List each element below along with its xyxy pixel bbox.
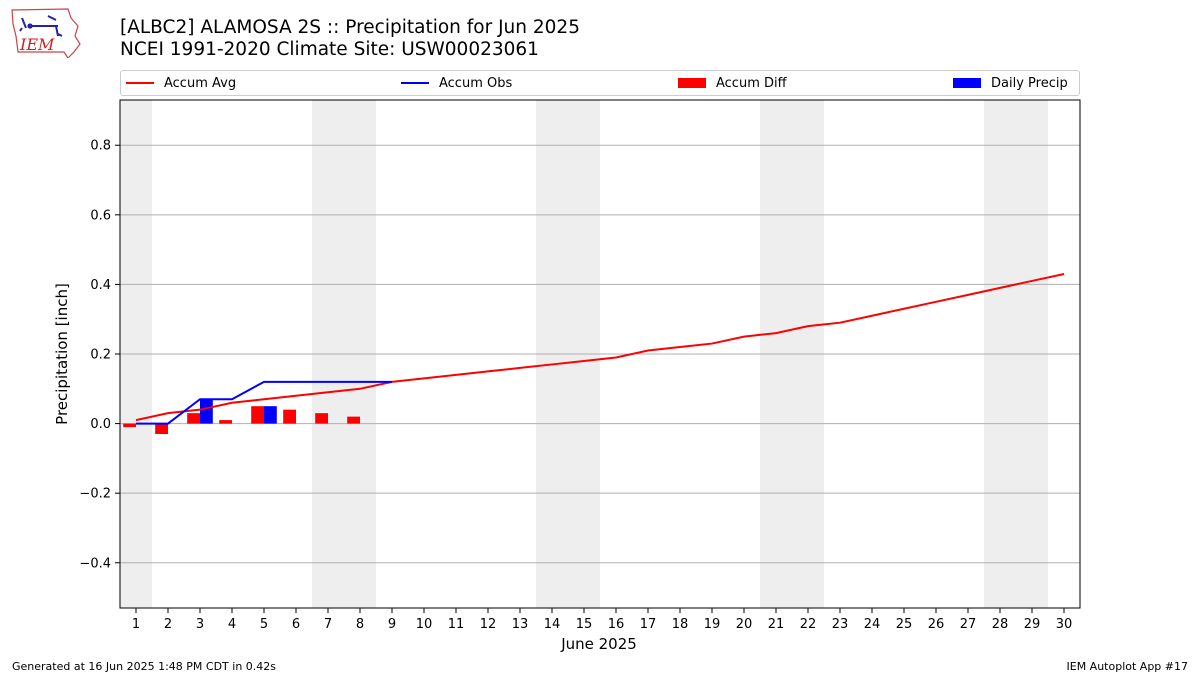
y-tick-label: 0.4 [90, 278, 111, 293]
accum-diff-bar [187, 413, 200, 424]
x-tick-label: 29 [1024, 617, 1041, 632]
x-tick-label: 17 [640, 617, 657, 632]
chart-title: [ALBC2] ALAMOSA 2S :: Precipitation for … [120, 17, 580, 38]
legend-label: Accum Diff [716, 75, 787, 91]
x-axis-label: June 2025 [560, 635, 637, 653]
lines [135, 272, 1065, 425]
x-tick-label: 14 [544, 617, 561, 632]
legend-item-accum-obs: Accum Obs [401, 71, 512, 95]
x-tick-label: 9 [388, 617, 396, 632]
x-tick-label: 25 [896, 617, 913, 632]
gridlines [120, 144, 1080, 564]
accum-diff-bar [155, 423, 168, 435]
x-tick-label: 1 [132, 617, 140, 632]
x-tick-label: 13 [512, 617, 529, 632]
x-tick-label: 27 [960, 617, 977, 632]
legend-item-accum-diff: Accum Diff [678, 71, 787, 95]
x-tick-label: 2 [164, 617, 172, 632]
daily-precip-bar [264, 406, 277, 424]
legend-label: Accum Avg [164, 75, 237, 91]
x-tick-label: 6 [292, 617, 300, 632]
legend-swatch [953, 78, 981, 88]
x-ticks: 1 2 3 4 5 6 7 8 9 10 11 12 13 14 15 16 17 18 19 20 21 22 23 24 2… [132, 608, 1072, 632]
chart-subtitle: NCEI 1991-2020 Climate Site: USW00023061 [120, 39, 539, 60]
y-tick-label: −0.4 [79, 556, 111, 571]
accum-diff-bar [123, 423, 136, 428]
bars [123, 399, 360, 435]
x-tick-label: 12 [480, 617, 497, 632]
legend-swatch [401, 82, 429, 84]
x-tick-label: 30 [1056, 617, 1073, 632]
x-tick-label: 28 [992, 617, 1009, 632]
legend-label: Accum Obs [439, 75, 513, 91]
x-tick-label: 7 [324, 617, 332, 632]
logo-text: IEM [19, 35, 55, 54]
y-axis-label: Precipitation [inch] [53, 283, 71, 425]
y-tick-label: 0.0 [90, 417, 111, 432]
accum-avg-line [135, 272, 1065, 422]
accum-diff-bar [283, 409, 296, 424]
footer-generated-text: Generated at 16 Jun 2025 1:48 PM CDT in … [12, 660, 277, 673]
x-tick-label: 22 [800, 617, 817, 632]
x-tick-label: 4 [228, 617, 236, 632]
x-tick-label: 18 [672, 617, 689, 632]
y-ticks: −0.4 −0.2 0.0 0.2 0.4 0.6 0.8 [79, 139, 120, 571]
y-tick-label: 0.2 [90, 348, 111, 363]
iowa-state-outline-icon [11, 8, 81, 58]
footer-app-text: IEM Autoplot App #17 [1066, 660, 1189, 673]
station-dot-icon [27, 23, 33, 29]
x-tick-label: 3 [196, 617, 204, 632]
x-tick-label: 26 [928, 617, 945, 632]
x-tick-label: 10 [416, 617, 433, 632]
x-tick-label: 23 [832, 617, 849, 632]
x-tick-label: 11 [448, 617, 465, 632]
y-tick-label: 0.6 [90, 208, 111, 223]
x-tick-label: 8 [356, 617, 364, 632]
x-tick-label: 24 [864, 617, 881, 632]
accum-obs-line [136, 380, 392, 425]
x-tick-label: 16 [608, 617, 625, 632]
x-tick-label: 20 [736, 617, 753, 632]
accum-diff-bar [315, 413, 328, 424]
legend-label: Daily Precip [991, 75, 1068, 91]
legend: Accum Avg Accum Obs Accum Diff Daily Pre… [120, 70, 1080, 96]
accum-diff-bar [347, 416, 360, 424]
legend-item-accum-avg: Accum Avg [126, 71, 236, 95]
daily-precip-bar [200, 399, 213, 424]
weather-symbol-icon [19, 15, 63, 37]
y-tick-label: 0.8 [90, 139, 111, 154]
y-tick-label: −0.2 [79, 487, 111, 502]
legend-swatch [126, 82, 154, 84]
accum-diff-bar [219, 420, 232, 424]
x-tick-label: 15 [576, 617, 593, 632]
x-tick-label: 21 [768, 617, 785, 632]
iem-logo: IEM [11, 8, 81, 58]
x-tick-label: 5 [260, 617, 268, 632]
x-tick-label: 19 [704, 617, 721, 632]
legend-item-daily-precip: Daily Precip [953, 71, 1068, 95]
accum-diff-bar [251, 406, 264, 424]
legend-swatch [678, 78, 706, 88]
